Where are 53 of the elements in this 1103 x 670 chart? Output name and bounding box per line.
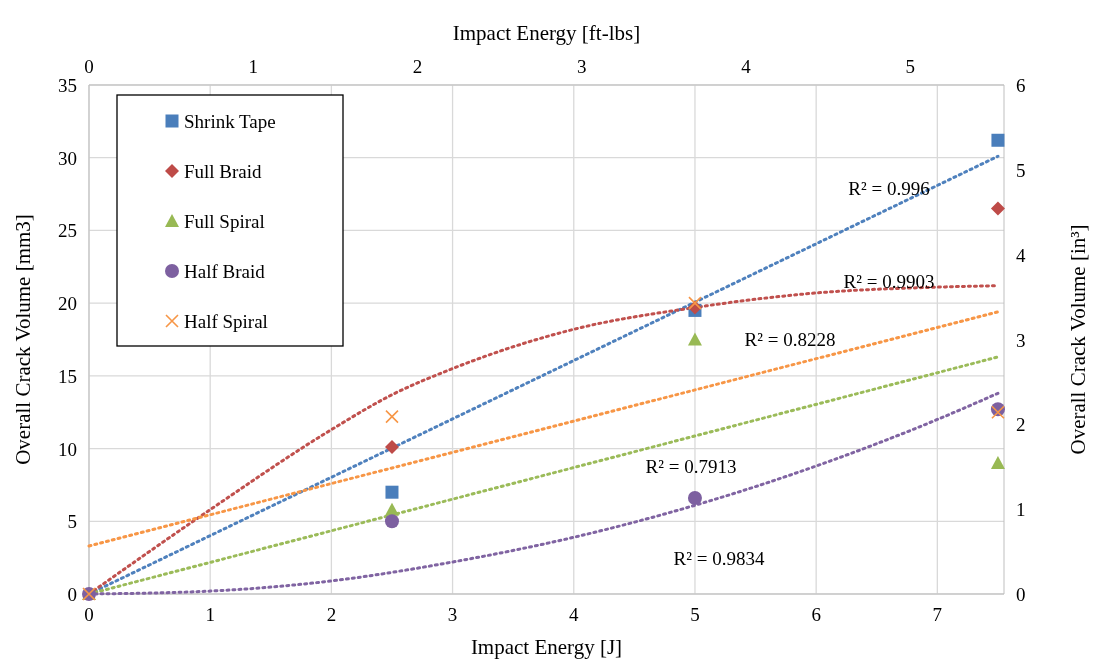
y-tick-label: 5 [67,511,77,533]
x-axis-title: Impact Energy [J] [470,635,623,659]
y-tick-label: 35 [58,75,77,96]
y2-tick-label: 2 [1016,414,1026,436]
legend-label: Half Spiral [184,311,268,332]
point [384,514,399,529]
x-tick-label: 6 [811,604,821,625]
legend-label: Shrink Tape [184,111,276,132]
x2-tick-label: 1 [248,56,259,77]
point [385,485,399,499]
x2-tick-label: 2 [412,56,423,77]
annotation: R² = 0.8228 [744,329,836,350]
y-axis-title: Overall Crack Volume [mm3] [11,214,35,465]
annotation: R² = 0.9903 [843,271,935,292]
x2-tick-label: 3 [577,56,587,77]
x-tick-label: 0 [84,604,94,625]
y-tick-label: 20 [58,293,77,315]
x2-axis-title: Impact Energy [ft-lbs] [452,21,641,45]
y-tick-label: 0 [67,584,77,605]
point [687,332,702,346]
legend-label: Full Braid [184,161,263,182]
y2-tick-label: 4 [1016,244,1026,266]
point [990,456,1005,470]
y2-tick-label: 6 [1016,75,1026,96]
annotation: R² = 0.7913 [645,456,737,477]
point [384,440,399,455]
x-tick-label: 2 [326,604,337,625]
point [990,201,1005,216]
x2-tick-label: 5 [905,56,916,77]
y2-axis-title: Overall Crack Volume [in³] [1066,224,1090,455]
x-tick-label: 7 [932,604,943,625]
y-tick-label: 10 [58,438,77,460]
y2-tick-label: 1 [1016,499,1026,521]
annotation: R² = 0.9834 [673,548,765,569]
point [687,491,702,506]
y-tick-label: 25 [58,220,77,242]
legend-label: Half Braid [184,261,266,282]
y2-tick-label: 0 [1016,584,1026,605]
y2-tick-label: 3 [1016,329,1026,351]
x-tick-label: 4 [569,604,580,625]
point [688,296,702,310]
point [991,133,1005,147]
x-tick-label: 3 [447,604,458,625]
annotation: R² = 0.996 [848,178,930,199]
x-tick-label: 1 [205,604,215,625]
y2-tick-label: 5 [1016,159,1026,181]
point [385,409,399,424]
x-tick-label: 5 [690,604,700,625]
legend-label: Full Spiral [184,211,265,232]
y-tick-label: 15 [58,365,77,387]
x2-tick-label: 0 [84,56,94,77]
x2-tick-label: 4 [741,56,752,77]
y-tick-label: 30 [58,147,77,169]
